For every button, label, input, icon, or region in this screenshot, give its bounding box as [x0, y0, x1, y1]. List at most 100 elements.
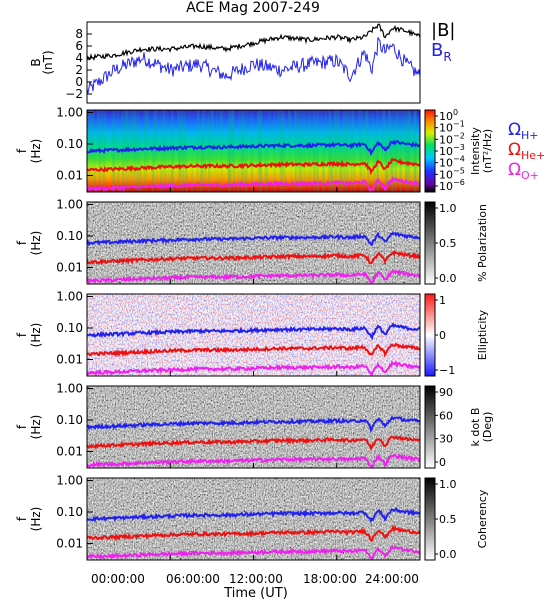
colorbar-tick-base: 1.0 — [439, 478, 457, 491]
x-tick-label: 06:00:00 — [166, 572, 220, 586]
y-label-name: f — [15, 332, 29, 337]
chart-title: ACE Mag 2007-249 — [186, 0, 320, 16]
y-tick-label: −2 — [65, 87, 83, 101]
colorbar-tick-base: 0.0 — [439, 272, 457, 285]
colorbar — [424, 477, 436, 561]
colorbar-tick-exponent: −1 — [453, 120, 465, 129]
legend-subscript: O+ — [521, 169, 539, 182]
b-total-line — [87, 23, 420, 62]
y-axis-label: B(nT) — [29, 50, 55, 74]
colorbar-label-line1: Coherency — [476, 489, 489, 548]
colorbar-tick-base: 0.5 — [439, 513, 457, 526]
y-tick-label: 0.10 — [56, 321, 83, 335]
colorbar-tick-label: 1.0 — [439, 202, 457, 215]
y-tick-label: 0.01 — [56, 261, 83, 275]
panel-coherency: 1.00 0.10 0.01 f (Hz) 1.0 0.5 0.0 Coherency — [15, 473, 489, 561]
colorbar-label-line1: k dot B — [469, 408, 482, 447]
colorbar-label: Coherency — [476, 489, 489, 548]
y-tick-label: 1.00 — [56, 105, 83, 119]
colorbar-label: k dot B (Deg) — [469, 408, 494, 447]
legend-entry: ΩHe+ — [508, 140, 545, 162]
y-tick-label: 0.01 — [56, 537, 83, 551]
y-tick-label: 1.00 — [56, 473, 83, 487]
y-tick-label: 1.00 — [56, 197, 83, 211]
panel-polarization: 1.00 0.10 0.01 f (Hz) 1.0 0.5 0.0 % Polarization — [15, 197, 489, 285]
spectrogram-image — [87, 110, 420, 192]
h-plus-gyrofrequency-line — [87, 506, 420, 524]
y-tick-label: 8 — [75, 27, 83, 41]
colorbar-tick-base: 10 — [439, 145, 453, 158]
panel-kdotb: 1.00 0.10 0.01 f (Hz) 90 60 30 0 k dot B (Deg) — [15, 381, 494, 469]
colorbar-tick-exponent: −2 — [453, 131, 465, 140]
y-tick-label: 0.01 — [56, 169, 83, 183]
y-tick-label: 0.01 — [56, 445, 83, 459]
y-tick-label: 2 — [75, 63, 83, 77]
y-axis-label: f (Hz) — [15, 323, 43, 348]
colorbar-tick-base: 1 — [439, 294, 446, 307]
y-label-name: f — [15, 240, 29, 245]
colorbar-tick-label: 1 — [439, 294, 446, 307]
y-tick-label: 0.10 — [56, 505, 83, 519]
y-label-name: f — [15, 516, 29, 521]
colorbar-tick-label: 10−4 — [439, 155, 465, 170]
colorbar-tick-label: 10−3 — [439, 143, 465, 158]
colorbar — [424, 385, 436, 469]
colorbar-tick-label: 30 — [439, 433, 453, 446]
colorbar-tick-label: 1.0 — [439, 478, 457, 491]
colorbar-tick-label: 0 — [439, 329, 446, 342]
colorbar-label-line2: (nT²/Hz) — [481, 129, 494, 173]
y-tick-label: 0.10 — [56, 137, 83, 151]
colorbar-tick-label: 0.0 — [439, 548, 457, 561]
o-plus-gyrofrequency-line — [87, 360, 420, 376]
legend-text: Ω — [508, 140, 521, 160]
colorbar-tick-exponent: 0 — [453, 108, 458, 117]
x-axis: 00:00:00 06:00:00 12:00:00 18:00:00 24:0… — [91, 572, 419, 586]
y-tick-label: 4 — [75, 51, 83, 65]
colorbar-label: Ellipticity — [476, 309, 489, 360]
h-plus-gyrofrequency-line — [87, 139, 420, 157]
x-tick-label: 18:00:00 — [303, 572, 357, 586]
y-tick-label: 6 — [75, 39, 83, 53]
colorbar-tick-label: 10−1 — [439, 120, 465, 135]
colorbar-tick-exponent: −4 — [453, 155, 465, 164]
y-label-name: B — [29, 58, 43, 66]
o-plus-gyrofrequency-line — [87, 453, 420, 468]
colorbar-tick-label: 100 — [439, 108, 458, 123]
colorbar-label: % Polarization — [476, 204, 489, 282]
y-axis-label: f (Hz) — [15, 507, 43, 532]
colorbar-tick-base: 10 — [439, 180, 453, 193]
o-plus-gyrofrequency-line — [87, 268, 420, 284]
colorbar-tick-label: 10−2 — [439, 131, 465, 146]
spectrogram-image — [87, 386, 420, 468]
y-label-unit: (Hz) — [29, 323, 43, 348]
legend-subscript: He+ — [521, 149, 545, 162]
colorbar-tick-label: 0.5 — [439, 237, 457, 250]
panel-intensity: 1.000.100.01f (Hz)10010−110−210−310−410−5… — [15, 105, 545, 193]
x-axis-label: Time (UT) — [223, 586, 288, 600]
colorbar-tick-exponent: −5 — [453, 166, 465, 175]
h-plus-gyrofrequency-line — [87, 231, 420, 247]
colorbar-label-line1: Intensity — [469, 127, 482, 175]
br-line — [87, 37, 420, 94]
legend-text: Ω — [508, 160, 521, 180]
y-label-unit: (Hz) — [29, 139, 43, 164]
legend-subscript: R — [443, 50, 451, 64]
y-tick-label: 0.10 — [56, 229, 83, 243]
o-plus-gyrofrequency-line — [87, 176, 420, 192]
colorbar-tick-base: 1.0 — [439, 202, 457, 215]
y-label-unit: (Hz) — [29, 231, 43, 256]
colorbar-tick-exponent: −6 — [453, 178, 465, 187]
y-label-name: f — [15, 424, 29, 429]
colorbar-tick-base: 10 — [439, 133, 453, 146]
colorbar-tick-base: 0 — [439, 456, 446, 469]
y-tick-label: 0 — [75, 75, 83, 89]
y-axis-label: f (Hz) — [15, 415, 43, 440]
panel-ellipticity: 1.00 0.10 0.01 f (Hz) 1 0 −1 Ellipticity — [15, 289, 489, 377]
colorbar-tick-label: 10−6 — [439, 178, 465, 193]
y-axis-label: f (Hz) — [15, 231, 43, 256]
ellipticity-negative — [87, 294, 420, 376]
y-tick-label: 1.00 — [56, 289, 83, 303]
colorbar-tick-label: 0 — [439, 456, 446, 469]
colorbar-tick-base: 30 — [439, 433, 453, 446]
colorbar-tick-base: −1 — [439, 364, 455, 377]
